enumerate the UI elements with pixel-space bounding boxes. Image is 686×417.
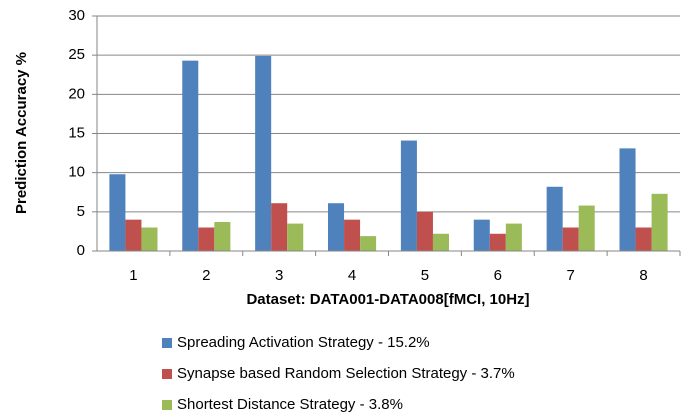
bar — [141, 227, 158, 251]
bar — [287, 223, 304, 251]
y-tick-label: 20 — [68, 85, 85, 102]
bar — [400, 140, 417, 251]
bar — [635, 227, 652, 251]
y-tick-label: 5 — [77, 203, 85, 220]
x-tick-label: 5 — [421, 267, 429, 284]
y-tick-label: 30 — [68, 7, 85, 24]
x-tick-label: 7 — [567, 267, 575, 284]
bar — [619, 148, 636, 251]
bar — [109, 174, 126, 251]
y-axis-label: Prediction Accuracy % — [13, 52, 30, 214]
legend-swatch — [162, 338, 172, 348]
bar — [546, 186, 563, 251]
legend-swatch — [162, 369, 172, 379]
y-tick-label: 15 — [68, 124, 85, 141]
bar — [505, 223, 522, 251]
bar — [432, 233, 449, 251]
bar — [416, 211, 433, 251]
x-axis-label: Dataset: DATA001-DATA008[fMCI, 10Hz] — [246, 291, 529, 308]
bar — [182, 60, 199, 252]
legend-label: Synapse based Random Selection Strategy … — [177, 365, 515, 382]
y-tick-label: 0 — [77, 242, 85, 259]
legend-swatch — [162, 400, 172, 410]
bar — [562, 227, 579, 251]
bar — [214, 222, 231, 251]
legend-label: Shortest Distance Strategy - 3.8% — [177, 396, 403, 413]
x-tick-label: 6 — [494, 267, 502, 284]
y-tick-label: 10 — [68, 164, 85, 181]
x-tick-label: 1 — [129, 267, 137, 284]
bar — [125, 219, 142, 251]
x-tick-label: 4 — [348, 267, 356, 284]
bar — [489, 233, 506, 251]
bar — [255, 55, 272, 252]
y-tick-label: 25 — [68, 46, 85, 63]
bar — [198, 227, 215, 251]
bar — [271, 203, 288, 251]
bar — [344, 219, 361, 251]
x-tick-label: 8 — [639, 267, 647, 284]
bar — [360, 236, 377, 251]
bar — [578, 205, 595, 251]
legend-label: Spreading Activation Strategy - 15.2% — [177, 334, 430, 351]
bar — [651, 193, 668, 251]
bar — [328, 203, 345, 251]
x-tick-label: 2 — [202, 267, 210, 284]
x-tick-label: 3 — [275, 267, 283, 284]
bar — [473, 219, 490, 251]
